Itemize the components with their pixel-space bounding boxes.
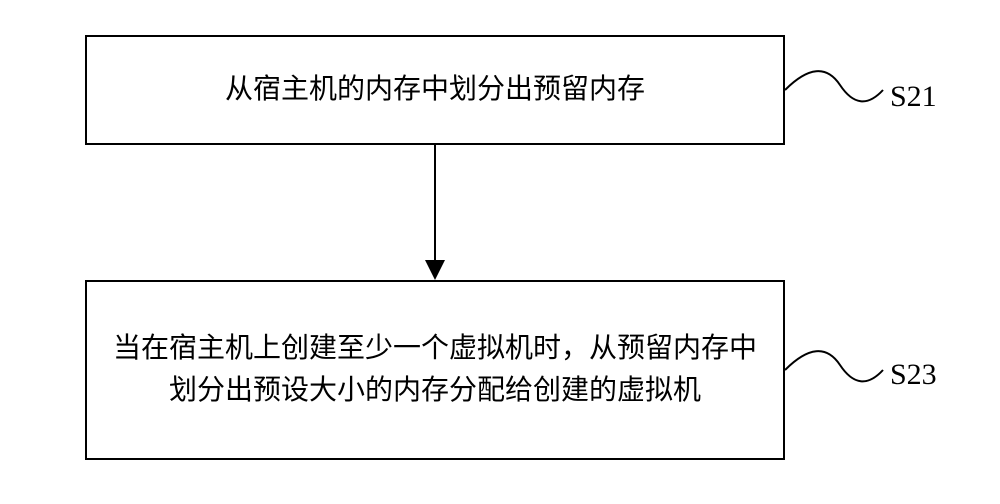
flowchart-node-2-text: 当在宿主机上创建至少一个虚拟机时，从预留内存中划分出预设大小的内存分配给创建的虚… xyxy=(107,328,763,412)
flowchart-arrow xyxy=(415,145,455,280)
connector-curve-2 xyxy=(785,330,885,410)
flowchart-node-2: 当在宿主机上创建至少一个虚拟机时，从预留内存中划分出预设大小的内存分配给创建的虚… xyxy=(85,280,785,460)
connector-curve-1 xyxy=(785,50,885,130)
flowchart-node-1: 从宿主机的内存中划分出预留内存 xyxy=(85,35,785,145)
flowchart-label-1: S21 xyxy=(890,80,937,114)
flowchart-node-1-text: 从宿主机的内存中划分出预留内存 xyxy=(225,69,645,111)
flowchart-label-2: S23 xyxy=(890,358,937,392)
